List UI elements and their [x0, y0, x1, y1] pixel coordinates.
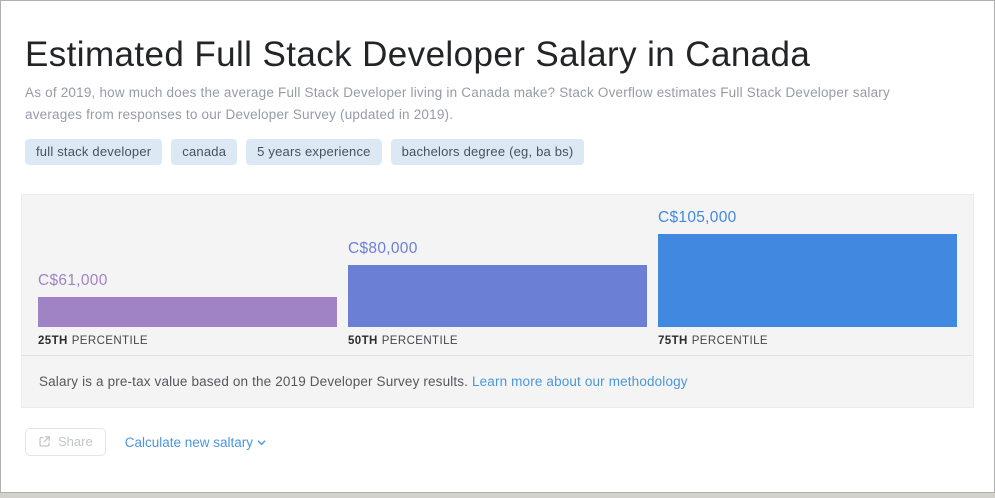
bar-value-label: C$80,000 — [348, 240, 418, 258]
bar-75th-percentile — [658, 234, 957, 328]
tag-location: canada — [171, 139, 238, 166]
percentile-word: PERCENTILE — [381, 335, 458, 348]
bar-caption: 50TH PERCENTILE — [348, 327, 647, 355]
actions-row: Share Calculate new saltary — [25, 428, 970, 457]
query-tags-row: full stack developer canada 5 years expe… — [25, 139, 970, 166]
methodology-note-text: Salary is a pre-tax value based on the 2… — [39, 374, 472, 390]
tag-role: full stack developer — [25, 139, 163, 166]
salary-chart-panel: C$61,000 25TH PERCENTILE C$80,000 50TH P… — [21, 194, 974, 409]
share-button-label: Share — [58, 434, 93, 450]
salary-bar-chart: C$61,000 25TH PERCENTILE C$80,000 50TH P… — [22, 195, 973, 355]
methodology-link[interactable]: Learn more about our methodology — [471, 374, 688, 390]
percentile-word: PERCENTILE — [691, 335, 768, 348]
tag-experience: 5 years experience — [246, 139, 382, 166]
bar-value-label: C$105,000 — [658, 209, 737, 227]
page-title: Estimated Full Stack Developer Salary in… — [25, 35, 811, 74]
calculate-new-salary-link[interactable]: Calculate new saltary — [125, 435, 267, 450]
bar-caption: 75TH PERCENTILE — [658, 327, 957, 355]
bar-50th-percentile — [348, 265, 647, 328]
bar-caption: 25TH PERCENTILE — [38, 327, 337, 355]
percentile-rank: 25TH — [38, 335, 68, 348]
bar-value-label: C$61,000 — [38, 272, 108, 290]
bar-group-50th-percentile: C$80,000 50TH PERCENTILE — [348, 209, 647, 355]
chevron-down-icon — [256, 437, 267, 448]
calculate-new-salary-label: Calculate new saltary — [124, 434, 254, 450]
methodology-note: Salary is a pre-tax value based on the 2… — [22, 355, 973, 407]
share-button[interactable]: Share — [25, 428, 106, 457]
percentile-rank: 75TH — [658, 335, 688, 348]
page-subtitle: As of 2019, how much does the average Fu… — [25, 85, 890, 122]
bar-group-75th-percentile: C$105,000 75TH PERCENTILE — [658, 209, 957, 355]
percentile-word: PERCENTILE — [71, 335, 148, 348]
percentile-rank: 50TH — [348, 335, 378, 348]
bar-25th-percentile — [38, 297, 337, 328]
tag-education: bachelors degree (eg, ba bs) — [390, 139, 585, 166]
bar-group-25th-percentile: C$61,000 25TH PERCENTILE — [38, 209, 337, 355]
share-icon — [38, 435, 51, 448]
